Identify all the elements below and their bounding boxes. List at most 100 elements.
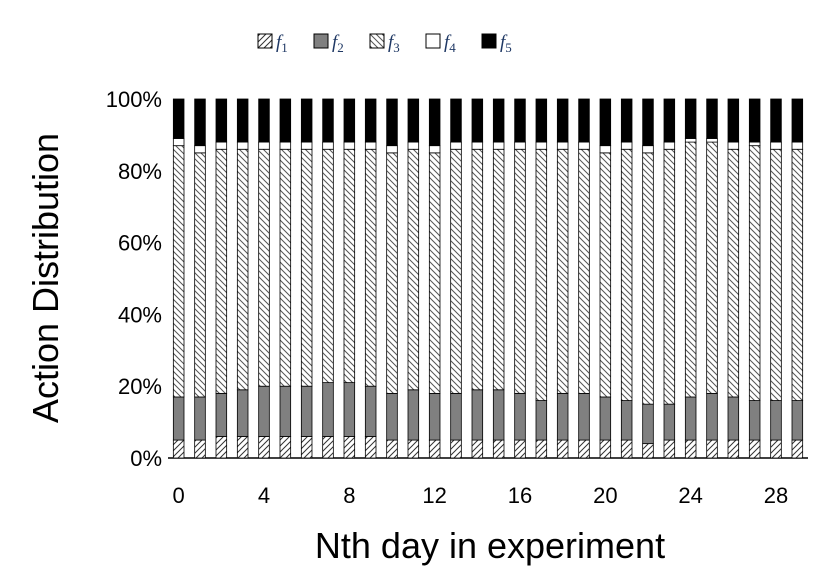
bar-segment-f2-day-18 <box>556 392 569 441</box>
bar-segment-f3-day-26 <box>727 148 740 398</box>
bar-segment-f1-day-29 <box>791 439 804 459</box>
bars <box>172 98 804 459</box>
bar-segment-f4-day-2 <box>215 141 228 150</box>
bar-segment-f1-day-7 <box>322 436 334 459</box>
bar-segment-f4-day-21 <box>620 141 633 150</box>
bar-segment-f2-day-10 <box>386 392 398 441</box>
bar-segment-f5-day-17 <box>535 98 548 143</box>
bar-segment-f4-day-25 <box>706 138 718 143</box>
bar-segment-f1-day-25 <box>706 439 718 459</box>
bar-segment-f1-day-26 <box>727 439 740 459</box>
bar-segment-f3-day-14 <box>471 148 484 391</box>
bar-segment-f5-day-9 <box>364 98 377 143</box>
bar-segment-f3-day-3 <box>236 148 249 391</box>
bar-segment-f4-day-23 <box>663 141 676 150</box>
legend: f1 f2 f3 f4 f5 <box>257 32 512 55</box>
x-tick-label: 20 <box>593 483 617 508</box>
bar-segment-f5-day-1 <box>194 98 206 147</box>
x-tick-label: 28 <box>764 483 788 508</box>
bar-segment-f4-day-7 <box>322 141 334 150</box>
bar-segment-f1-day-4 <box>258 436 270 459</box>
bar-segment-f3-day-7 <box>322 148 334 384</box>
bar-segment-f3-day-27 <box>748 145 761 401</box>
bar-segment-f5-day-3 <box>236 98 249 143</box>
bar-segment-f2-day-20 <box>599 396 612 441</box>
bar-segment-f2-day-17 <box>535 400 548 441</box>
bar-segment-f1-day-2 <box>215 436 228 459</box>
bar-segment-f5-day-8 <box>343 98 356 143</box>
bar-segment-f5-day-13 <box>450 98 462 143</box>
bar-segment-f5-day-14 <box>471 98 484 143</box>
bar-segment-f2-day-23 <box>663 403 676 441</box>
legend-swatch-f5 <box>481 33 497 49</box>
bar-segment-f4-day-27 <box>748 141 761 147</box>
bar-segment-f4-day-3 <box>236 141 249 150</box>
bar-segment-f1-day-24 <box>684 439 697 459</box>
bar-segment-f5-day-11 <box>407 98 420 143</box>
y-tick-label: 60% <box>118 231 162 256</box>
bar-segment-f3-day-29 <box>791 148 804 401</box>
bar-segment-f5-day-21 <box>620 98 633 143</box>
bar-segment-f4-day-5 <box>279 141 292 150</box>
bar-segment-f1-day-11 <box>407 439 420 459</box>
bar-segment-f4-day-24 <box>684 138 697 143</box>
bar-segment-f5-day-20 <box>599 98 612 147</box>
x-tick-label: 4 <box>258 483 270 508</box>
bar-segment-f5-day-10 <box>386 98 398 147</box>
bar-segment-f2-day-25 <box>706 392 718 441</box>
bar-segment-f4-day-10 <box>386 145 398 154</box>
bar-segment-f1-day-20 <box>599 439 612 459</box>
bar-segment-f5-day-15 <box>492 98 505 143</box>
bar-segment-f1-day-22 <box>642 443 654 459</box>
bar-segment-f1-day-15 <box>492 439 505 459</box>
bar-segment-f3-day-25 <box>706 141 718 394</box>
bar-segment-f2-day-0 <box>172 396 185 441</box>
bar-segment-f1-day-10 <box>386 439 398 459</box>
x-tick-label: 24 <box>678 483 702 508</box>
bar-segment-f5-day-4 <box>258 98 270 143</box>
bar-segment-f5-day-12 <box>428 98 441 147</box>
bar-segment-f5-day-24 <box>684 98 697 139</box>
bar-segment-f3-day-12 <box>428 152 441 394</box>
bar-segment-f2-day-24 <box>684 396 697 441</box>
bar-segment-f3-day-22 <box>642 152 654 405</box>
bar-segment-f2-day-2 <box>215 392 228 437</box>
bar-segment-f1-day-14 <box>471 439 484 459</box>
bar-segment-f4-day-9 <box>364 141 377 150</box>
bar-segment-f3-day-4 <box>258 148 270 387</box>
bar-segment-f5-day-22 <box>642 98 654 147</box>
bar-segment-f2-day-1 <box>194 396 206 441</box>
y-tick-label: 100% <box>106 87 162 112</box>
bar-segment-f2-day-7 <box>322 382 334 437</box>
bar-segment-f1-day-18 <box>556 439 569 459</box>
bar-segment-f4-day-17 <box>535 141 548 150</box>
bar-segment-f1-day-17 <box>535 439 548 459</box>
bar-segment-f5-day-26 <box>727 98 740 143</box>
legend-label-f4: f4 <box>444 32 456 55</box>
bar-segment-f2-day-3 <box>236 389 249 437</box>
bar-segment-f2-day-22 <box>642 403 654 445</box>
bar-segment-f4-day-6 <box>300 141 313 150</box>
bar-segment-f3-day-2 <box>215 148 228 394</box>
bar-segment-f2-day-27 <box>748 400 761 441</box>
bar-segment-f5-day-2 <box>215 98 228 143</box>
x-axis-title: Nth day in experiment <box>315 525 665 566</box>
bar-segment-f1-day-21 <box>620 439 633 459</box>
bar-segment-f4-day-16 <box>514 141 526 150</box>
bar-segment-f4-day-0 <box>172 138 185 147</box>
bar-segment-f4-day-8 <box>343 141 356 150</box>
bar-segment-f2-day-26 <box>727 396 740 441</box>
bar-segment-f4-day-20 <box>599 145 612 154</box>
bar-segment-f4-day-15 <box>492 141 505 150</box>
bar-segment-f5-day-23 <box>663 98 676 143</box>
bar-segment-f2-day-29 <box>791 400 804 441</box>
y-tick-label: 80% <box>118 159 162 184</box>
bar-segment-f1-day-3 <box>236 436 249 459</box>
bar-segment-f4-day-1 <box>194 145 206 154</box>
bar-segment-f3-day-5 <box>279 148 292 387</box>
bar-segment-f3-day-21 <box>620 148 633 401</box>
bar-segment-f3-day-10 <box>386 152 398 394</box>
bar-segment-f4-day-12 <box>428 145 441 154</box>
bar-segment-f1-day-6 <box>300 436 313 459</box>
